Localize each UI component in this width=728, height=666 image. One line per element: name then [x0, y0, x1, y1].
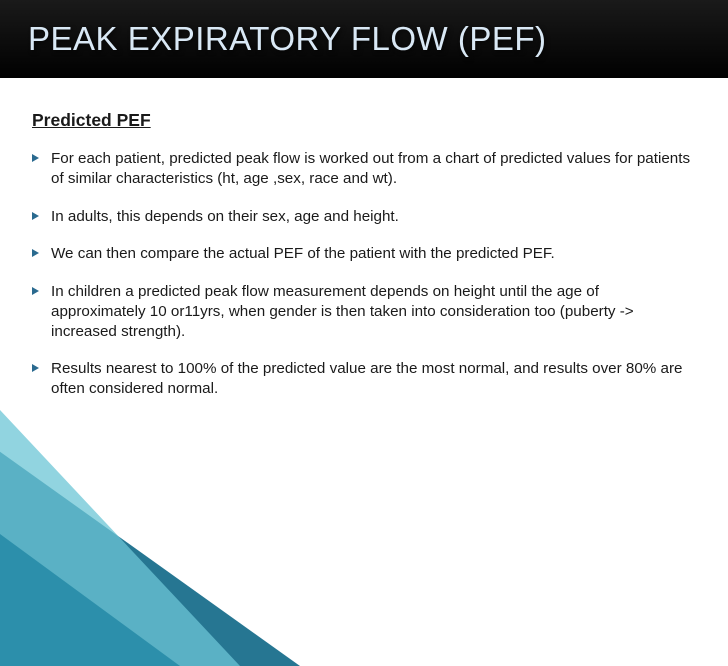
bullet-marker-icon: [32, 287, 39, 295]
list-item: In children a predicted peak flow measur…: [32, 282, 696, 341]
bullet-text: In adults, this depends on their sex, ag…: [51, 207, 696, 227]
bullet-text: In children a predicted peak flow measur…: [51, 282, 696, 341]
list-item: For each patient, predicted peak flow is…: [32, 149, 696, 189]
list-item: In adults, this depends on their sex, ag…: [32, 207, 696, 227]
subheading: Predicted PEF: [32, 110, 696, 131]
slide-title: PEAK EXPIRATORY FLOW (PEF): [28, 20, 547, 58]
bullet-marker-icon: [32, 364, 39, 372]
bullet-text: For each patient, predicted peak flow is…: [51, 149, 696, 189]
title-bar: PEAK EXPIRATORY FLOW (PEF): [0, 0, 728, 78]
bullet-list: For each patient, predicted peak flow is…: [32, 149, 696, 399]
list-item: We can then compare the actual PEF of th…: [32, 244, 696, 264]
list-item: Results nearest to 100% of the predicted…: [32, 359, 696, 399]
bullet-marker-icon: [32, 154, 39, 162]
bullet-marker-icon: [32, 249, 39, 257]
bullet-marker-icon: [32, 212, 39, 220]
content-area: Predicted PEF For each patient, predicte…: [0, 78, 728, 399]
bullet-text: Results nearest to 100% of the predicted…: [51, 359, 696, 399]
bullet-text: We can then compare the actual PEF of th…: [51, 244, 696, 264]
